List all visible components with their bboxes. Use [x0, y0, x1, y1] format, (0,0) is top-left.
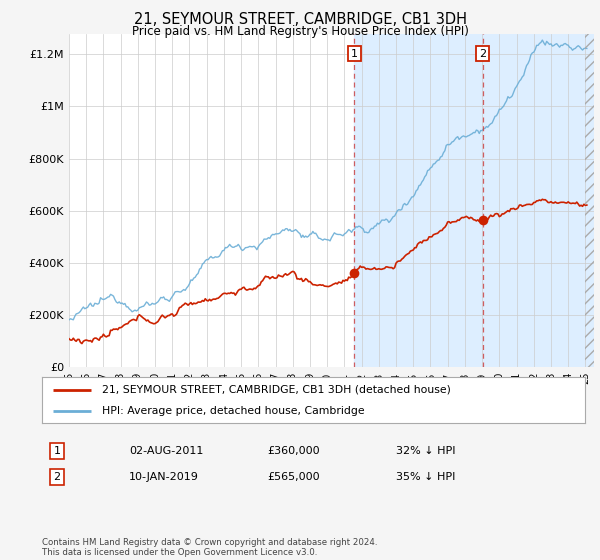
Bar — [586, 34, 594, 367]
Text: £565,000: £565,000 — [267, 472, 320, 482]
Text: 1: 1 — [53, 446, 61, 456]
Bar — [586, 34, 594, 367]
Text: 2: 2 — [53, 472, 61, 482]
Text: £360,000: £360,000 — [267, 446, 320, 456]
Text: Contains HM Land Registry data © Crown copyright and database right 2024.
This d: Contains HM Land Registry data © Crown c… — [42, 538, 377, 557]
Text: 2: 2 — [479, 49, 486, 59]
Text: 1: 1 — [351, 49, 358, 59]
Text: HPI: Average price, detached house, Cambridge: HPI: Average price, detached house, Camb… — [102, 407, 364, 416]
Text: 35% ↓ HPI: 35% ↓ HPI — [396, 472, 455, 482]
Text: 02-AUG-2011: 02-AUG-2011 — [129, 446, 203, 456]
Bar — [355, 34, 594, 367]
Text: 21, SEYMOUR STREET, CAMBRIDGE, CB1 3DH (detached house): 21, SEYMOUR STREET, CAMBRIDGE, CB1 3DH (… — [102, 385, 451, 395]
Text: Price paid vs. HM Land Registry's House Price Index (HPI): Price paid vs. HM Land Registry's House … — [131, 25, 469, 38]
Text: 10-JAN-2019: 10-JAN-2019 — [129, 472, 199, 482]
Text: 32% ↓ HPI: 32% ↓ HPI — [396, 446, 455, 456]
Text: 21, SEYMOUR STREET, CAMBRIDGE, CB1 3DH: 21, SEYMOUR STREET, CAMBRIDGE, CB1 3DH — [133, 12, 467, 27]
